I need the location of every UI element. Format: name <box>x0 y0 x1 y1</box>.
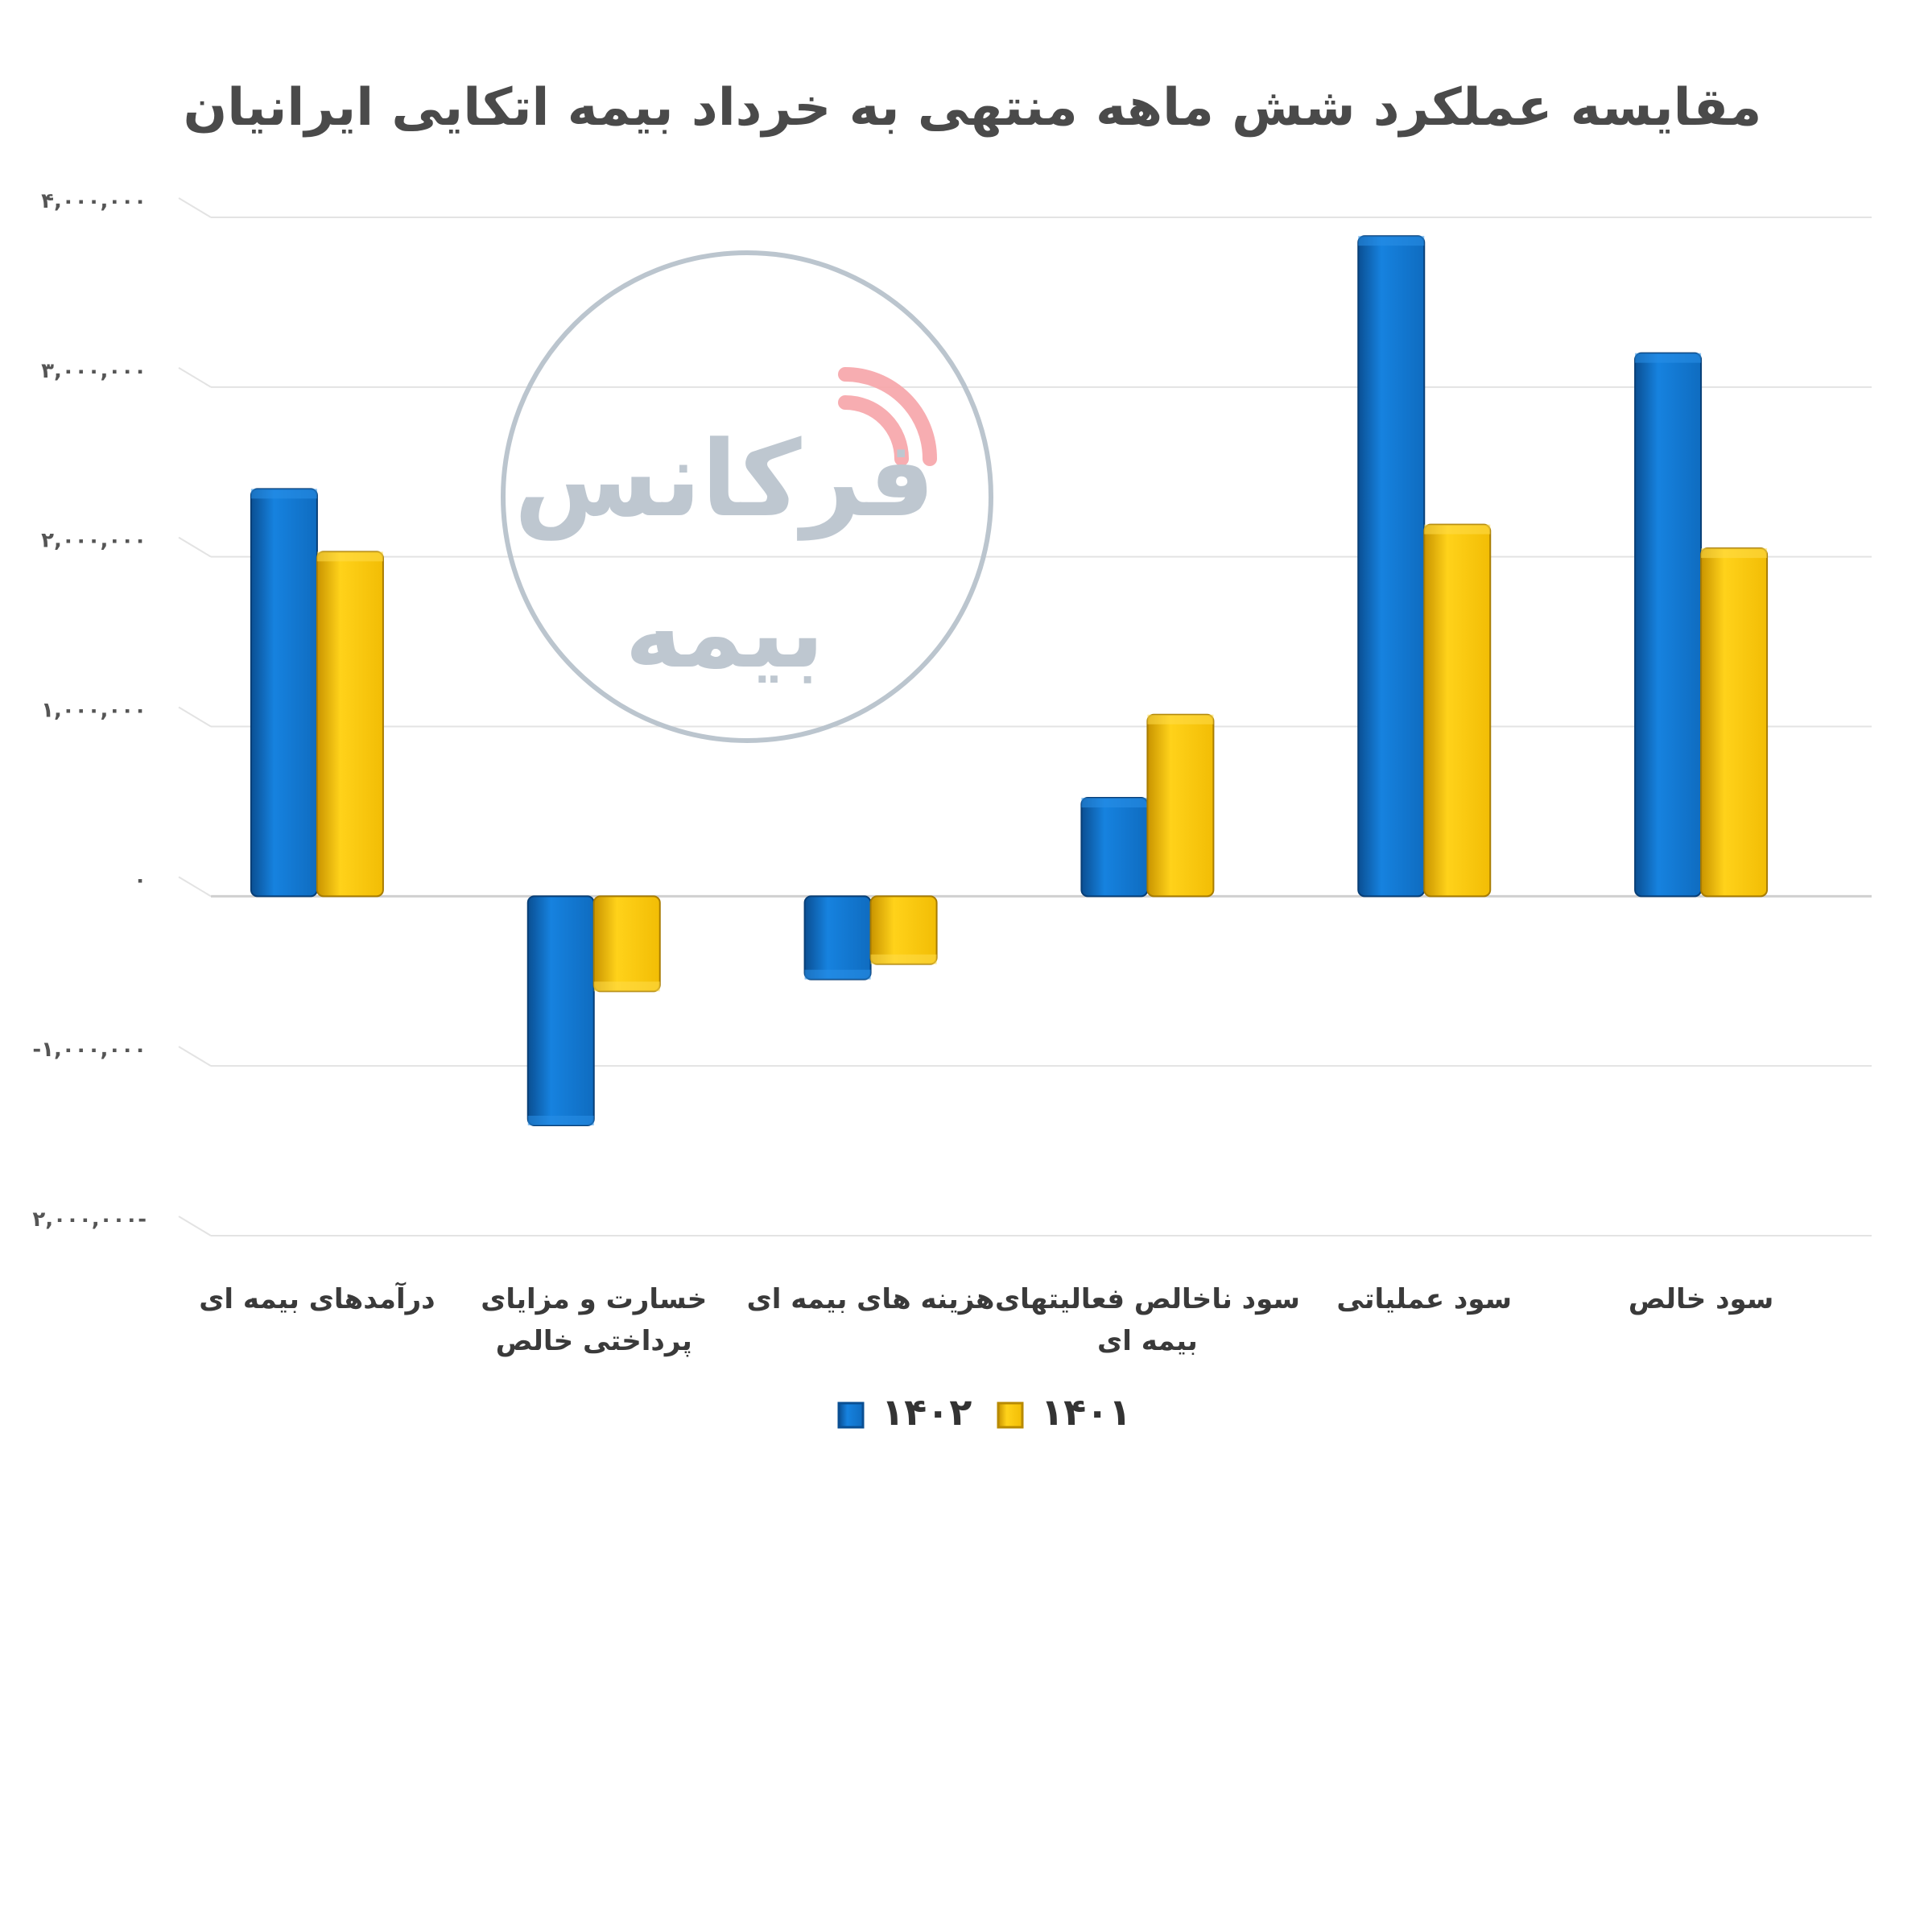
gridline-perspective <box>178 197 212 218</box>
y-tick-label: ۴,۰۰۰,۰۰۰ <box>41 189 147 213</box>
bar-cap <box>1424 524 1491 535</box>
bar-cap <box>316 551 383 562</box>
bars <box>250 235 1769 1126</box>
bar-1402 <box>526 895 595 1126</box>
y-tick-label: ۲,۰۰۰,۰۰۰ <box>41 529 147 553</box>
category-labels: درآمدهای بیمه ای خسارت و مزایای پرداختی خا… <box>199 1282 1773 1357</box>
legend-label-1402: ۱۴۰۲ <box>881 1390 972 1434</box>
chart-title: مقایسه عملکرد شش ماهه منتهی به خرداد بیم… <box>184 78 1762 138</box>
bar-1401 <box>869 895 938 965</box>
category-label: سود ناخالص فعالیتهای <box>995 1283 1300 1315</box>
bar-cap <box>1081 798 1148 808</box>
gridline-perspective <box>178 706 212 728</box>
bar-1402 <box>803 895 872 980</box>
signal-icon <box>838 367 937 466</box>
legend: ۱۴۰۲ ۱۴۰۱ <box>837 1390 1131 1434</box>
category-label: سود عملیاتی <box>1336 1283 1512 1315</box>
gridline-perspective <box>178 1216 212 1236</box>
bar-cap <box>1635 353 1702 363</box>
category-label: سود خالص <box>1629 1283 1773 1315</box>
y-tick-label: ۰ <box>134 868 147 892</box>
bar-1402 <box>250 488 318 898</box>
bar-cap <box>593 981 660 992</box>
watermark: فرکانس بیمه <box>501 250 993 743</box>
y-axis-tick-labels: ۴,۰۰۰,۰۰۰ ۳,۰۰۰,۰۰۰ ۲,۰۰۰,۰۰۰ ۱,۰۰۰,۰۰۰ ۰ -۱,… <box>32 189 147 1232</box>
legend-swatch-1401 <box>997 1402 1024 1429</box>
bar-cap <box>1147 714 1214 724</box>
bar-1401 <box>1423 523 1492 898</box>
bar-1402 <box>1357 235 1426 898</box>
category-label: هزینه های بیمه ای <box>747 1283 995 1315</box>
gridline-perspective <box>178 366 212 388</box>
category-label: پرداختی خالص <box>496 1325 692 1357</box>
watermark-text-1: فرکانس <box>514 418 935 541</box>
bar-cap <box>527 1115 594 1125</box>
bar-cap <box>1358 236 1425 246</box>
y-tick-label: ۲,۰۰۰,۰۰۰- <box>32 1208 147 1232</box>
bar-1401 <box>592 895 661 993</box>
watermark-text-2: بیمه <box>625 578 824 690</box>
category-label: خسارت و مزایای <box>481 1283 707 1315</box>
gridline-perspective <box>178 876 212 898</box>
legend-swatch-1402 <box>837 1402 865 1429</box>
bar-cap <box>250 489 317 499</box>
gridline-perspective <box>178 536 212 558</box>
bar-1401 <box>316 551 384 898</box>
watermark-ring <box>501 250 993 743</box>
bar-1401 <box>1146 713 1215 898</box>
bar-1401 <box>1700 547 1769 898</box>
legend-label-1401: ۱۴۰۱ <box>1041 1390 1131 1434</box>
gridlines <box>178 197 1872 1236</box>
bar-cap <box>870 954 937 964</box>
bar-cap <box>1701 548 1768 559</box>
y-tick-label: ۳,۰۰۰,۰۰۰ <box>41 359 147 383</box>
bar-1402 <box>1080 797 1149 898</box>
bar-1402 <box>1634 352 1703 898</box>
y-tick-label: -۱,۰۰۰,۰۰۰ <box>32 1038 147 1062</box>
category-label: درآمدهای بیمه ای <box>199 1282 435 1315</box>
y-tick-label: ۱,۰۰۰,۰۰۰ <box>41 699 147 723</box>
bar-cap <box>804 969 871 980</box>
gridline-perspective <box>178 1046 212 1067</box>
category-label: بیمه ای <box>1097 1325 1198 1357</box>
